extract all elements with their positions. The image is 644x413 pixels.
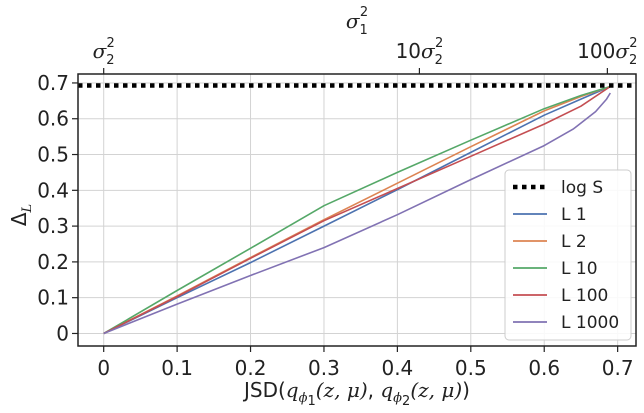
y-tick-label: 0.1 xyxy=(37,286,69,310)
y-axis-label: ΔL xyxy=(7,204,35,226)
series-line-l-1000 xyxy=(103,92,611,335)
plot-frame xyxy=(77,73,637,347)
legend-box xyxy=(504,169,632,341)
x-tick-label: 0.7 xyxy=(602,356,634,380)
legend-label: log S xyxy=(561,178,603,198)
tick-labels: 0 0.1 0.2 0.3 0.4 0.5 0.6 0.7 0 0.1 0.2 0.3 0.4 0.5 0.… xyxy=(37,36,637,380)
series-line-l-100 xyxy=(103,85,611,335)
x-axis-label: JSD(qϕ1(z, μ), qϕ2(z, μ)) xyxy=(242,378,470,409)
y-tick-label: 0.6 xyxy=(37,107,69,131)
x-tick-label: 0 xyxy=(97,356,110,380)
x-tick-label: 0.1 xyxy=(161,356,193,380)
top-axis-title: σ12 xyxy=(346,5,368,38)
y-tick-label: 0.3 xyxy=(37,214,69,238)
legend-label: L 1 xyxy=(561,205,587,225)
legend-label: L 10 xyxy=(561,259,598,279)
y-tick-label: 0 xyxy=(56,321,69,345)
legend: log S L 1 L 2 L 10 L 100 L 1000 xyxy=(504,169,632,341)
y-tick-label: 0.5 xyxy=(37,143,69,167)
y-tick-label: 0.2 xyxy=(37,250,69,274)
x-tick-label: 0.2 xyxy=(235,356,267,380)
y-tick-label: 0.7 xyxy=(37,71,69,95)
series-lines xyxy=(78,83,636,335)
legend-label: L 2 xyxy=(561,232,587,252)
y-tick-label: 0.4 xyxy=(37,178,69,202)
top-tick-label: 100σ22 xyxy=(577,36,637,68)
legend-label: L 1000 xyxy=(561,313,619,333)
x-tick-label: 0.4 xyxy=(381,356,413,380)
top-tick-label: 10σ22 xyxy=(396,36,444,68)
series-line-l-10 xyxy=(103,85,611,335)
x-tick-label: 0.6 xyxy=(528,356,560,380)
x-tick-label: 0.5 xyxy=(455,356,487,380)
legend-label: L 100 xyxy=(561,286,608,306)
tick-marks xyxy=(72,68,619,352)
x-tick-label: 0.3 xyxy=(308,356,340,380)
series-line-l-1 xyxy=(103,85,611,335)
top-tick-label: σ22 xyxy=(93,36,115,68)
